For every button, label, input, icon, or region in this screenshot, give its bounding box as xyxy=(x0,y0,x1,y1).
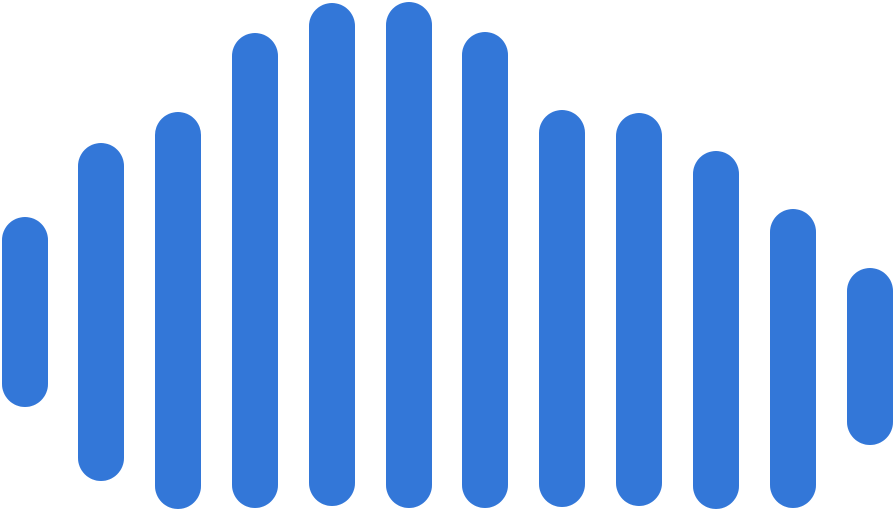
waveform-bar-6 xyxy=(386,2,432,508)
waveform-bar-10 xyxy=(693,151,739,509)
waveform-bar-3 xyxy=(155,112,201,509)
waveform-bar-7 xyxy=(462,32,508,508)
waveform-bar-9 xyxy=(616,113,662,506)
waveform-bar-4 xyxy=(232,33,278,508)
waveform-bar-12 xyxy=(847,268,893,445)
waveform-bar-1 xyxy=(2,217,48,407)
waveform-bar-8 xyxy=(539,110,585,507)
waveform-bar-5 xyxy=(309,3,355,506)
waveform-bar-2 xyxy=(78,143,124,481)
waveform-bar-11 xyxy=(770,209,816,508)
